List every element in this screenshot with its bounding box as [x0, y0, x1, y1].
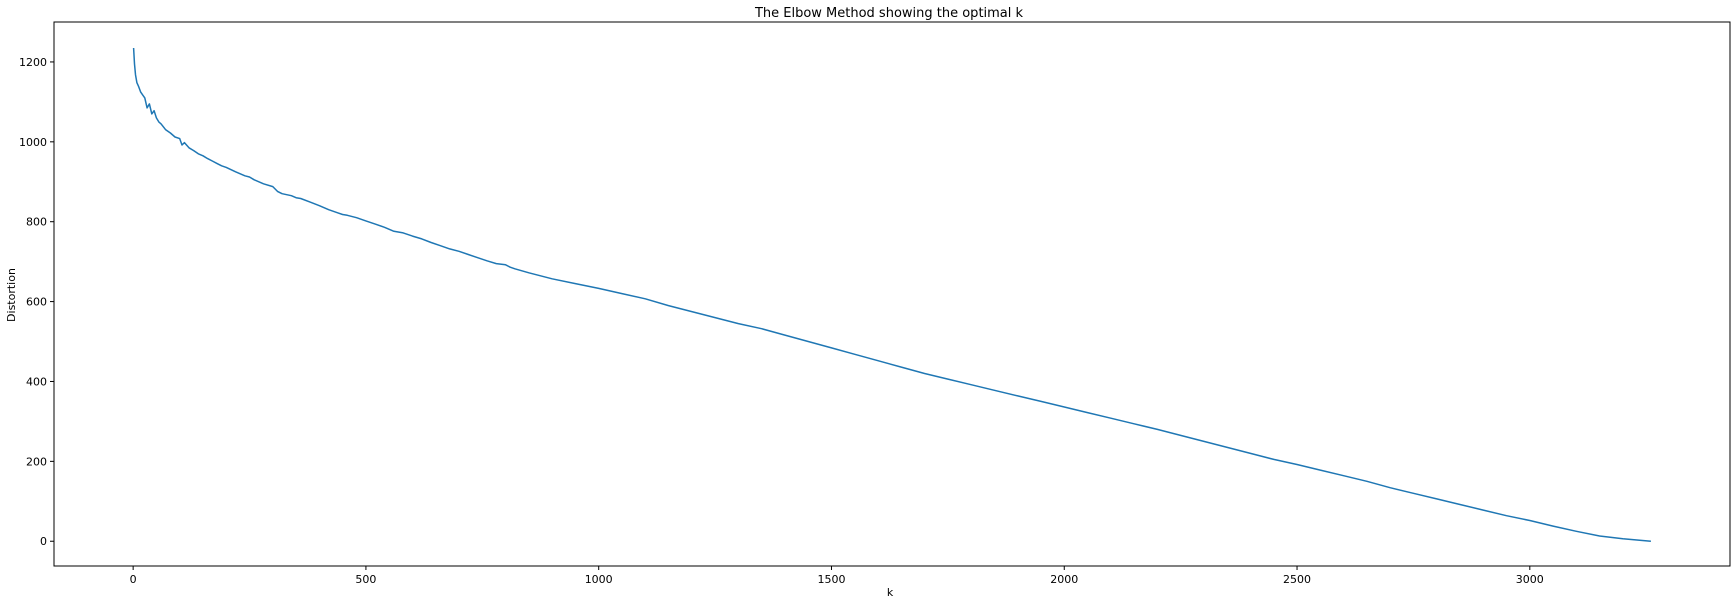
x-tick-label: 3000	[1516, 573, 1544, 586]
x-tick-label: 0	[130, 573, 137, 586]
x-tick-label: 2000	[1050, 573, 1078, 586]
y-tick-label: 1000	[19, 136, 47, 149]
x-tick-label: 500	[355, 573, 376, 586]
x-tick-label: 2500	[1283, 573, 1311, 586]
chart-title: The Elbow Method showing the optimal k	[754, 6, 1024, 21]
x-axis-label: k	[887, 586, 894, 599]
plot-frame	[53, 21, 1731, 567]
x-tick-label: 1500	[817, 573, 845, 586]
y-tick-label: 1200	[19, 56, 47, 69]
y-tick-label: 800	[26, 216, 47, 229]
y-tick-label: 0	[40, 535, 47, 548]
distortion-series-line	[132, 47, 1651, 542]
y-tick-label: 400	[26, 375, 47, 388]
x-tick-label: 1000	[585, 573, 613, 586]
x-axis-ticks: 0 500 1000 1500 2000 2500 3000	[130, 566, 1544, 586]
y-axis-ticks: 0 200 400 600 800 1000 1200	[19, 56, 54, 548]
y-tick-label: 200	[26, 455, 47, 468]
plot-area: 0 500 1000 1500 2000 2500 3000 0 200 400 600 800 10…	[19, 21, 1731, 586]
y-tick-label: 600	[26, 296, 47, 309]
y-axis-label: Distortion	[5, 268, 18, 322]
